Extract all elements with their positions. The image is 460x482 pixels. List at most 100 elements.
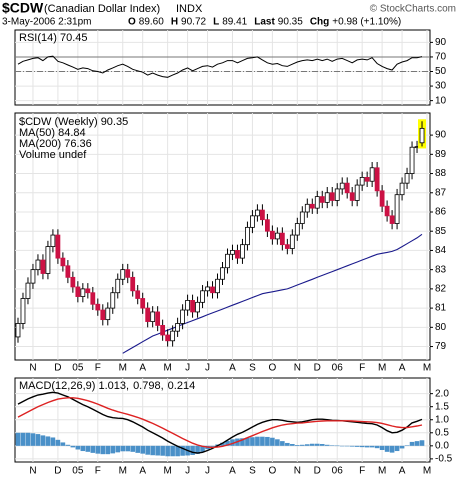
x-tick-label: F [95, 363, 101, 374]
candle-body [274, 232, 280, 240]
candle-body [284, 244, 290, 249]
histogram-bar [245, 437, 250, 446]
candle-body [359, 176, 365, 186]
candle-body [115, 278, 121, 294]
histogram-bar [20, 432, 26, 446]
candle-body [354, 184, 360, 201]
candle-body [35, 259, 41, 271]
histogram-bar [389, 445, 395, 453]
candle-body [160, 325, 166, 336]
quote-label: Last [254, 17, 275, 28]
candle-body [334, 188, 340, 201]
y-tick-label: 10 [435, 95, 447, 106]
histogram-bar [180, 445, 185, 456]
candle-body [344, 182, 350, 194]
x-tick-label: O [268, 363, 276, 374]
legend-entry: $CDW (Weekly) 90.35 [19, 116, 128, 128]
x-tick-label: D [54, 466, 61, 477]
candle-body [100, 309, 106, 321]
legend-entry: MA(50) 84.84 [19, 127, 86, 139]
candle-body [349, 192, 355, 201]
legend-entry: MACD(12,26,9) 1.013, [19, 380, 129, 392]
y-tick-label: 70 [435, 52, 447, 63]
candle-body [80, 288, 86, 297]
x-tick-label: N [294, 466, 301, 477]
candle-body [250, 215, 255, 228]
quote-label: H [171, 17, 178, 28]
x-tick-label: J [205, 466, 210, 477]
x-tick-label: 06 [332, 363, 344, 374]
y-tick-label: 30 [435, 81, 447, 92]
histogram-bar [60, 442, 66, 446]
histogram-bar [225, 440, 230, 446]
histogram-bar [304, 444, 310, 446]
x-tick-label: 06 [332, 466, 344, 477]
y-tick-label: 85 [435, 226, 447, 237]
candle-body [25, 282, 31, 299]
quote-value: 90.72 [181, 17, 206, 28]
candle-body [30, 269, 36, 284]
histogram-bar [165, 445, 170, 457]
histogram-bar [35, 434, 41, 446]
x-tick-label: M [119, 466, 127, 477]
candle-body [339, 182, 345, 190]
histogram-bar [280, 441, 285, 446]
histogram-bar [70, 445, 76, 448]
candle-body [389, 215, 395, 224]
x-tick-label: M [378, 466, 386, 477]
quote-label: O [128, 17, 136, 28]
y-tick-label: 84 [435, 245, 447, 256]
histogram-bar [50, 437, 56, 446]
candle-body [269, 230, 275, 240]
histogram-bar [270, 437, 275, 446]
histogram-bar [195, 445, 200, 454]
histogram-bar [150, 445, 155, 456]
candle-body [364, 176, 370, 182]
histogram-bar [314, 443, 320, 446]
quote-value: +0.98 (+1.10%) [332, 17, 401, 28]
legend-entry: MA(200) 76.36 [19, 138, 92, 150]
candle-body [200, 290, 205, 303]
candle-body [70, 276, 76, 288]
x-tick-label: M [163, 363, 171, 374]
candle-body [145, 307, 151, 322]
candle-body [294, 223, 300, 236]
candle-body [225, 253, 230, 269]
y-tick-label: 2.0 [435, 388, 449, 399]
candle-body [170, 330, 176, 342]
candle-body [185, 300, 190, 311]
candle-body [175, 323, 181, 332]
candle-body [235, 250, 240, 259]
candle-body [230, 250, 235, 255]
candle-body [95, 303, 101, 311]
y-tick-label: 79 [435, 341, 447, 352]
candle-body [40, 259, 46, 274]
y-tick-label: 81 [435, 303, 447, 314]
x-tick-label: A [229, 466, 236, 477]
histogram-bar [80, 445, 86, 452]
x-tick-label: A [139, 466, 146, 477]
histogram-bar [295, 445, 300, 446]
histogram-bar [200, 445, 205, 452]
histogram-bar [354, 445, 360, 447]
histogram-bar [359, 445, 365, 448]
candle-body [195, 301, 200, 313]
histogram-bar [190, 445, 195, 455]
candle-body [65, 265, 71, 278]
histogram-bar [419, 440, 425, 446]
x-tick-label: S [249, 363, 256, 374]
candle-body [130, 276, 136, 292]
series-line [17, 55, 423, 78]
histogram-bar [309, 443, 315, 446]
y-tick-label: 90 [435, 37, 447, 48]
histogram-bar [255, 436, 260, 446]
quote-value: 90.35 [278, 17, 303, 28]
x-tick-label: J [185, 466, 190, 477]
candle-body [205, 286, 210, 292]
x-tick-label: F [359, 363, 365, 374]
histogram-bar [285, 442, 290, 446]
histogram-bar [334, 445, 340, 447]
histogram-bar [300, 444, 305, 446]
candle-body [319, 196, 325, 203]
candle-body [75, 286, 81, 297]
